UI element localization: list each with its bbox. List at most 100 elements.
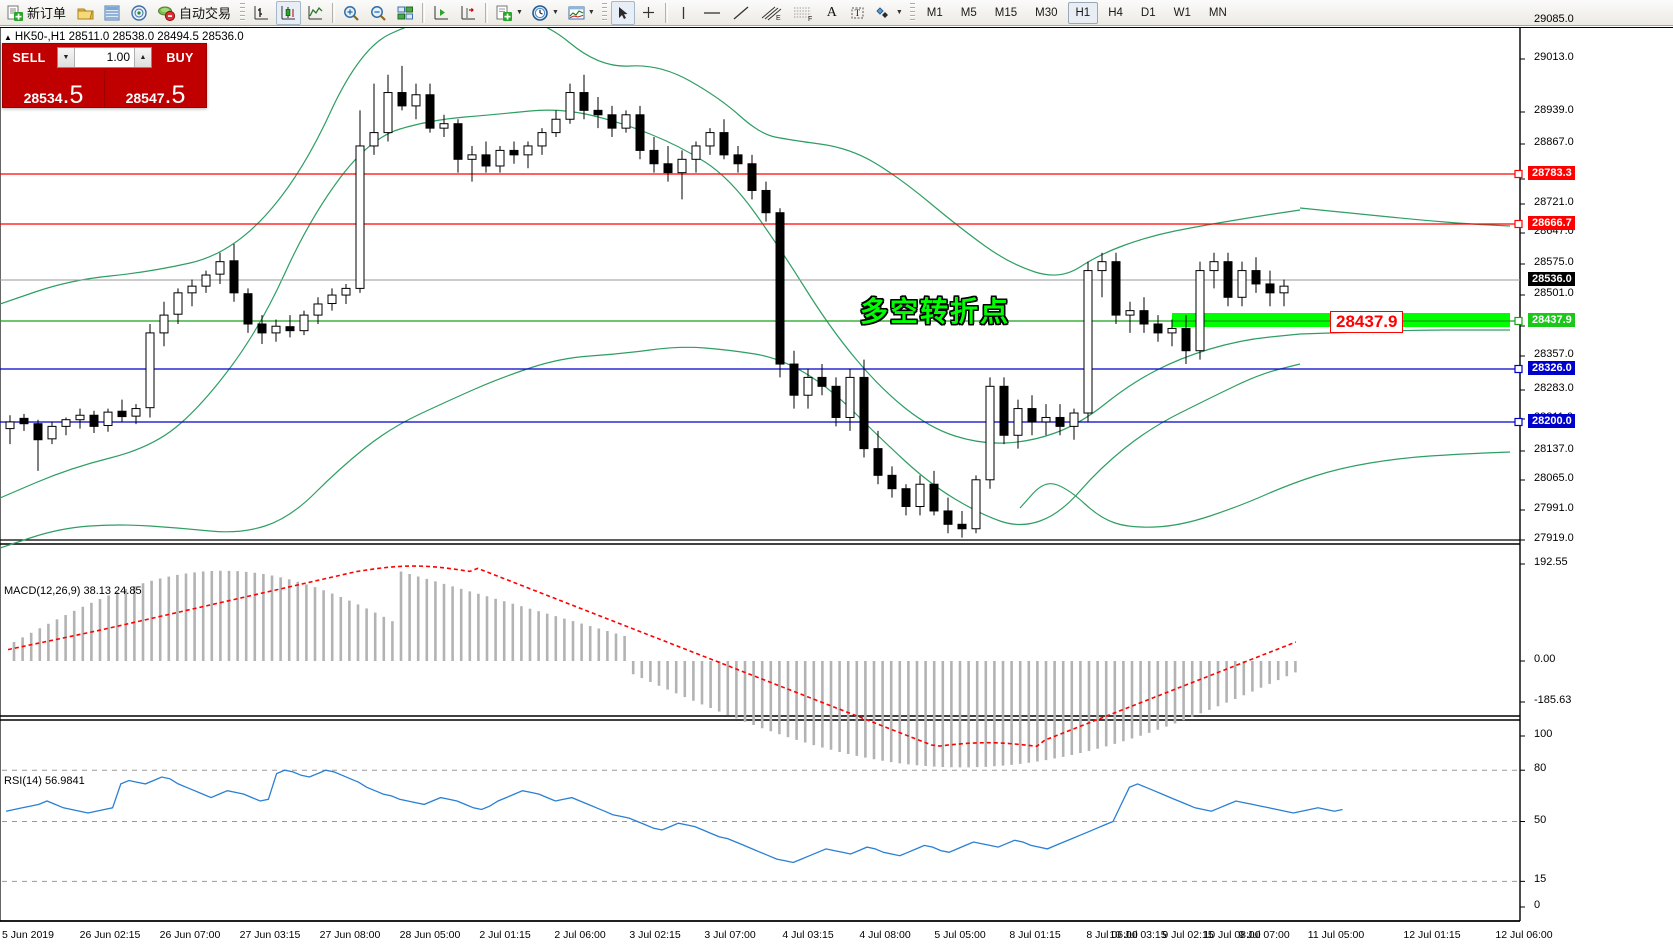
resistance-tag-1[interactable]: 28783.3 [1528, 166, 1575, 180]
candle [747, 163, 757, 191]
timeframe-m15[interactable]: M15 [994, 6, 1018, 19]
timeframe-w1[interactable]: W1 [1173, 6, 1191, 19]
vertical-line-button[interactable] [672, 1, 696, 25]
resistance-tag-2[interactable]: 28666.7 [1528, 216, 1575, 230]
volume-up-button[interactable]: ▲ [134, 48, 151, 67]
candle [803, 376, 813, 396]
indicators-button[interactable]: ▼ [564, 1, 598, 25]
timeframe-d1[interactable]: D1 [1140, 6, 1156, 19]
objects-list-button[interactable]: ▼ [872, 1, 906, 25]
candle [369, 132, 379, 147]
trendline-button[interactable] [728, 1, 754, 25]
buy-price[interactable]: 28547.5 [105, 71, 206, 107]
timeframe-mn[interactable]: MN [1208, 6, 1227, 19]
svg-text:T: T [855, 8, 861, 18]
candle [1013, 408, 1023, 436]
autotrading-button[interactable]: 自动交易 [154, 1, 236, 25]
rsi-line [5, 769, 1343, 864]
candle [761, 189, 771, 214]
chart-canvas[interactable] [0, 28, 1673, 947]
main-toolbar: 新订单 [0, 0, 1673, 26]
toolbar-grip-3[interactable] [909, 2, 915, 23]
timeframe-h1[interactable]: H1 [1067, 1, 1099, 24]
toolbar-separator-4 [664, 2, 668, 23]
candle [649, 149, 659, 165]
period-caret-icon[interactable]: ▼ [551, 9, 559, 16]
volume-value[interactable]: 1.00 [106, 50, 130, 64]
candle [453, 123, 463, 160]
profiles-button[interactable] [73, 1, 98, 25]
fibonacci-button[interactable]: F [788, 1, 818, 25]
candle [635, 114, 645, 151]
timeframe-m5[interactable]: M5 [960, 6, 977, 19]
candle [75, 414, 85, 421]
line-chart-button[interactable] [303, 1, 328, 25]
support-tag-2[interactable]: 28200.0 [1528, 414, 1575, 428]
tile-windows-button[interactable] [393, 1, 418, 25]
indicators-caret-icon[interactable]: ▼ [587, 9, 595, 16]
support-tag-1[interactable]: 28326.0 [1528, 361, 1575, 375]
buy-price-fraction: .5 [164, 80, 186, 109]
candle [397, 92, 407, 107]
candle [117, 410, 127, 418]
candle [1279, 285, 1289, 294]
sell-price[interactable]: 28534.5 [3, 71, 105, 107]
candle [663, 163, 673, 174]
toolbar-separator-2 [422, 2, 426, 23]
chart-text-annotation[interactable]: 多空转折点 [860, 295, 1011, 328]
equidistant-channel-button[interactable]: E [756, 1, 786, 25]
new-order-button[interactable]: 新订单 [3, 1, 71, 25]
trade-panel-top-row: SELL ▼ 1.00 ▲ BUY [3, 44, 206, 71]
chart-shift-button[interactable] [456, 1, 481, 25]
chart-window[interactable] [0, 27, 1673, 947]
candle [411, 94, 421, 107]
trade-panel-price-row: 28534.5 28547.5 [3, 71, 206, 107]
candle [173, 292, 183, 315]
price-label-box[interactable]: 28437.9 [1330, 311, 1404, 333]
candle [1083, 270, 1093, 414]
support-tag-green[interactable]: 28437.9 [1528, 313, 1575, 327]
toolbar-grip-2[interactable] [601, 2, 607, 23]
cursor-button[interactable] [610, 0, 635, 25]
objects-caret-icon[interactable]: ▼ [895, 9, 903, 16]
period-button[interactable]: ▼ [528, 1, 562, 25]
buy-button[interactable]: BUY [166, 50, 194, 65]
timeframe-m1[interactable]: M1 [926, 6, 943, 19]
candle [187, 285, 197, 294]
candle [341, 287, 351, 296]
candle [873, 448, 883, 476]
candle [565, 92, 575, 120]
crosshair-button[interactable] [637, 1, 661, 25]
toolbar-grip-1[interactable] [240, 2, 246, 23]
navigator-button[interactable] [127, 1, 152, 25]
bar-chart-button[interactable] [249, 1, 274, 25]
timeframe-h4[interactable]: H4 [1108, 6, 1123, 19]
templates-button[interactable]: ▼ [492, 1, 526, 25]
candle [621, 114, 631, 129]
volume-down-button[interactable]: ▼ [58, 48, 75, 67]
horizontal-line-button[interactable] [698, 1, 726, 25]
one-click-trading-panel[interactable]: SELL ▼ 1.00 ▲ BUY 28534.5 28547.5 [2, 43, 207, 108]
candle [887, 474, 897, 490]
auto-scroll-icon [434, 5, 449, 19]
candle [271, 325, 281, 334]
auto-scroll-button[interactable] [429, 1, 454, 25]
fibonacci-icon: F [793, 7, 812, 22]
candle [495, 149, 505, 167]
channel-icon: E [761, 6, 782, 22]
last-price-tag[interactable]: 28536.0 [1528, 272, 1575, 286]
zoom-out-button[interactable] [366, 1, 391, 25]
cursor-arrow-icon [619, 6, 628, 19]
volume-stepper[interactable]: ▼ 1.00 ▲ [57, 47, 152, 68]
market-watch-button[interactable] [100, 1, 125, 25]
candle [817, 376, 827, 387]
candlestick-chart-button[interactable] [276, 0, 302, 25]
templates-icon [496, 5, 513, 21]
timeframe-m30[interactable]: M30 [1035, 6, 1058, 19]
templates-caret-icon[interactable]: ▼ [516, 9, 523, 16]
text-label-button[interactable]: T [846, 1, 870, 25]
text-button[interactable]: A [820, 1, 844, 25]
zoom-in-button[interactable] [339, 1, 364, 25]
candle [285, 326, 295, 332]
sell-button[interactable]: SELL [12, 50, 46, 65]
